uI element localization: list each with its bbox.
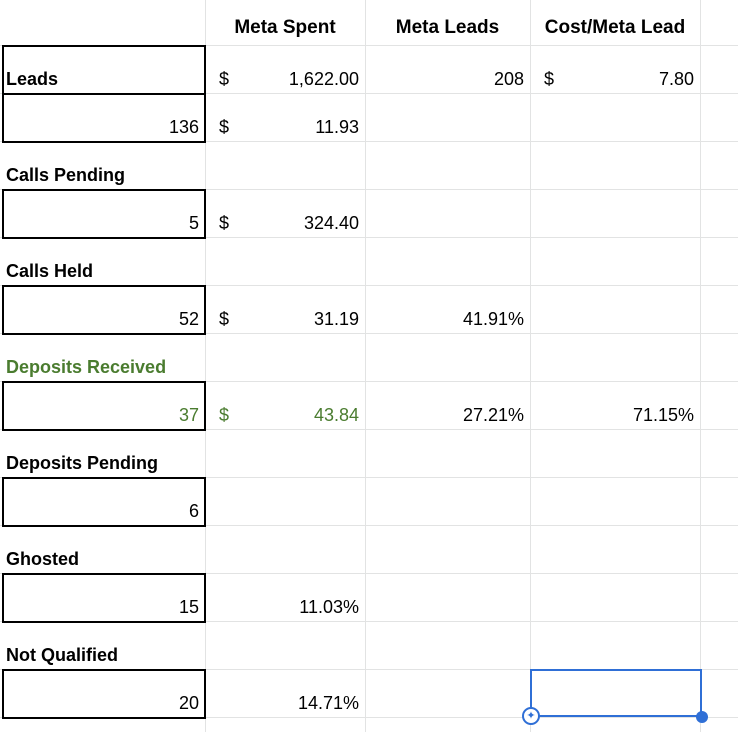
cell-deposits-received-pct1[interactable]: 27.21% [462,405,524,425]
cell-leads-count-value[interactable]: 11.93 [315,117,359,137]
header-meta-leads[interactable]: Meta Leads [395,17,500,38]
gridline [205,0,206,732]
active-cell-selection[interactable] [530,669,702,717]
currency-symbol[interactable]: $ [219,69,230,89]
gridline [0,621,738,622]
sparkle-icon[interactable]: ✦ [522,707,540,725]
currency-symbol[interactable]: $ [544,69,555,89]
cell-leads-spent[interactable]: 1,622.00 [288,69,359,89]
label-not-qualified[interactable]: Not Qualified [6,645,118,665]
label-deposits-pending[interactable]: Deposits Pending [6,453,159,473]
label-calls-held[interactable]: Calls Held [6,261,94,281]
gridline [0,45,738,46]
label-ghosted[interactable]: Ghosted [6,549,80,569]
cell-calls-pending-value[interactable]: 324.40 [303,213,359,233]
fill-handle[interactable] [696,711,708,723]
gridline [0,477,738,478]
gridline [530,0,531,732]
currency-symbol[interactable]: $ [219,117,230,137]
gridline [0,237,738,238]
cell-leads-meta-leads[interactable]: 208 [493,69,524,89]
cell-ghosted-pct[interactable]: 11.03% [299,597,359,617]
cell-calls-held-count[interactable]: 52 [178,309,199,329]
gridline [0,141,738,142]
gridline [0,525,738,526]
label-calls-pending[interactable]: Calls Pending [6,165,126,185]
currency-symbol[interactable]: $ [219,309,230,329]
label-leads[interactable]: Leads [6,69,59,89]
cell-calls-held-value[interactable]: 31.19 [313,309,359,329]
gridline [0,93,738,94]
label-deposits-received[interactable]: Deposits Received [6,357,167,377]
cell-calls-pending-count[interactable]: 5 [188,213,199,233]
gridline [0,429,738,430]
cell-ghosted-count[interactable]: 15 [178,597,199,617]
cell-not-qualified-pct[interactable]: 14.71% [297,693,359,713]
cell-leads-count[interactable]: 136 [168,117,199,137]
gridline [0,189,738,190]
gridline [0,669,738,670]
cell-not-qualified-count[interactable]: 20 [178,693,199,713]
header-meta-spent[interactable]: Meta Spent [234,17,336,38]
cell-leads-cost[interactable]: 7.80 [658,69,694,89]
cell-deposits-received-count[interactable]: 37 [178,405,199,425]
currency-symbol[interactable]: $ [219,213,230,233]
gridline [0,285,738,286]
gridline [0,573,738,574]
gridline [365,0,366,732]
currency-symbol[interactable]: $ [219,405,230,425]
header-cost-per-meta-lead[interactable]: Cost/Meta Lead [544,17,686,38]
cell-calls-held-pct[interactable]: 41.91% [462,309,524,329]
cell-deposits-received-value[interactable]: 43.84 [313,405,359,425]
gridline [0,333,738,334]
gridline [0,381,738,382]
gridline [700,0,701,732]
cell-deposits-received-pct2[interactable]: 71.15% [632,405,694,425]
gridline [0,717,738,718]
cell-deposits-pending-count[interactable]: 6 [188,501,199,521]
